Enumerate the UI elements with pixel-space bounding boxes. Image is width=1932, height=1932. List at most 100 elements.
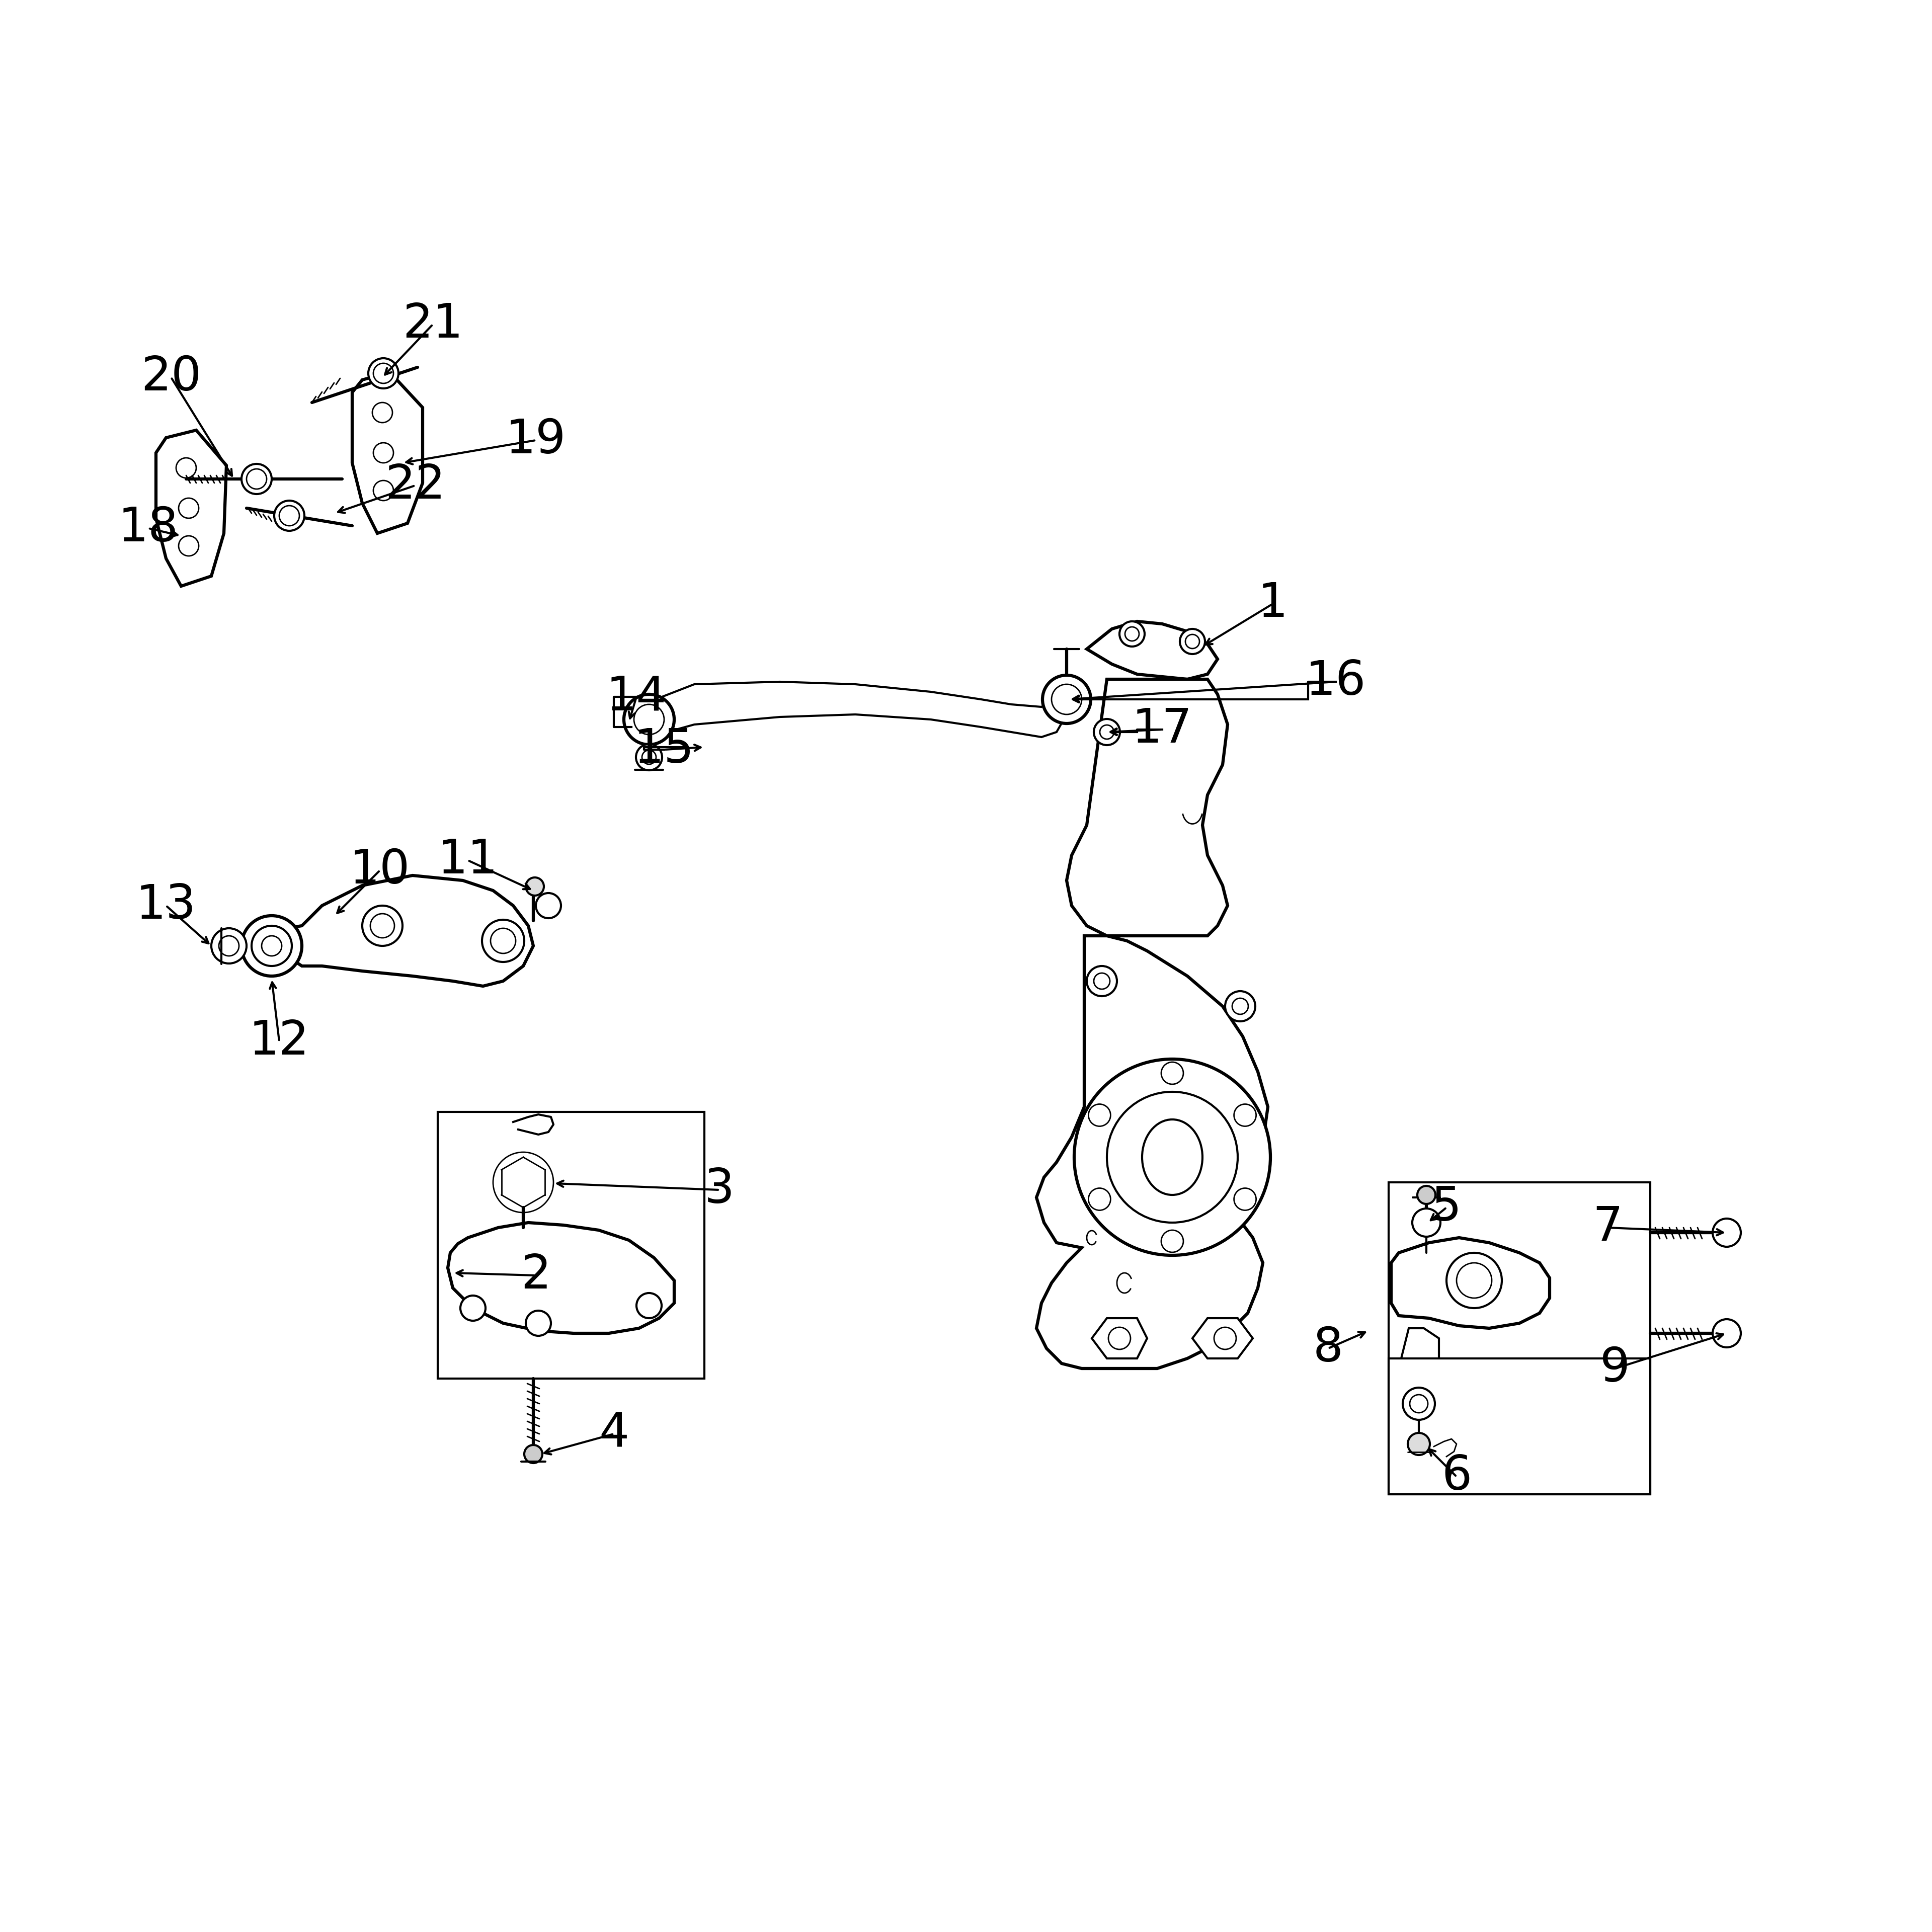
Circle shape: [1447, 1252, 1501, 1308]
Circle shape: [641, 750, 657, 765]
Polygon shape: [280, 875, 533, 985]
Circle shape: [1410, 1395, 1428, 1412]
Polygon shape: [1036, 935, 1267, 1368]
Circle shape: [251, 925, 292, 966]
Circle shape: [369, 357, 398, 388]
Circle shape: [247, 469, 267, 489]
Circle shape: [1107, 1092, 1238, 1223]
Circle shape: [493, 1151, 553, 1213]
Text: 21: 21: [402, 301, 464, 348]
Circle shape: [218, 935, 240, 956]
Circle shape: [1161, 1231, 1182, 1252]
Text: 19: 19: [506, 417, 566, 464]
Text: 5: 5: [1432, 1184, 1463, 1231]
Circle shape: [1418, 1186, 1435, 1204]
Circle shape: [373, 363, 394, 383]
Circle shape: [524, 1445, 543, 1463]
Circle shape: [242, 916, 301, 976]
Polygon shape: [156, 431, 226, 585]
Text: 4: 4: [599, 1410, 630, 1457]
Text: 3: 3: [705, 1167, 734, 1213]
Text: 2: 2: [522, 1252, 551, 1298]
Circle shape: [363, 906, 402, 947]
Polygon shape: [1401, 1329, 1439, 1399]
Circle shape: [1109, 1327, 1130, 1349]
Polygon shape: [1086, 622, 1217, 680]
Circle shape: [1094, 974, 1109, 989]
Polygon shape: [448, 1223, 674, 1333]
Circle shape: [636, 744, 663, 771]
Circle shape: [1119, 622, 1144, 647]
Text: 7: 7: [1592, 1204, 1623, 1250]
Circle shape: [1233, 999, 1248, 1014]
Bar: [1389, 1358, 1650, 1493]
Circle shape: [242, 464, 272, 495]
Circle shape: [1161, 1063, 1182, 1084]
Text: 13: 13: [135, 883, 197, 929]
Text: 8: 8: [1314, 1325, 1343, 1372]
Circle shape: [274, 500, 305, 531]
Circle shape: [373, 481, 394, 500]
Circle shape: [1186, 634, 1200, 649]
Polygon shape: [1092, 1318, 1148, 1358]
Circle shape: [373, 442, 394, 464]
Text: 22: 22: [384, 462, 446, 508]
Circle shape: [535, 893, 560, 918]
Bar: [439, 1113, 705, 1379]
Text: 16: 16: [1306, 659, 1366, 705]
Circle shape: [1403, 1387, 1435, 1420]
Circle shape: [526, 877, 545, 896]
Circle shape: [1180, 630, 1206, 655]
Circle shape: [491, 927, 516, 952]
Circle shape: [176, 458, 197, 477]
Circle shape: [280, 506, 299, 526]
Circle shape: [1408, 1434, 1430, 1455]
Text: 18: 18: [118, 504, 178, 551]
Text: 10: 10: [350, 848, 410, 893]
Circle shape: [1124, 626, 1140, 641]
Circle shape: [261, 935, 282, 956]
Text: 6: 6: [1441, 1453, 1472, 1499]
Circle shape: [1412, 1209, 1441, 1236]
Circle shape: [373, 402, 392, 423]
Text: 1: 1: [1258, 582, 1289, 626]
Text: 12: 12: [249, 1018, 309, 1065]
Circle shape: [1712, 1219, 1741, 1246]
Circle shape: [636, 1293, 661, 1318]
Circle shape: [1225, 991, 1256, 1022]
Circle shape: [1051, 684, 1082, 715]
Circle shape: [634, 705, 665, 734]
Circle shape: [1712, 1320, 1741, 1347]
Circle shape: [211, 927, 247, 964]
Circle shape: [1086, 966, 1117, 997]
Circle shape: [1457, 1264, 1492, 1298]
Circle shape: [1235, 1103, 1256, 1126]
Circle shape: [624, 694, 674, 744]
Circle shape: [1094, 719, 1121, 746]
Bar: [1389, 1182, 1650, 1493]
Circle shape: [498, 1157, 549, 1208]
Circle shape: [1213, 1327, 1236, 1349]
Polygon shape: [352, 373, 423, 533]
Text: 9: 9: [1600, 1345, 1631, 1391]
Text: 15: 15: [634, 726, 694, 773]
Polygon shape: [1192, 1318, 1252, 1358]
Text: 11: 11: [439, 837, 498, 883]
Circle shape: [481, 920, 524, 962]
Circle shape: [1088, 1103, 1111, 1126]
Circle shape: [371, 914, 394, 937]
Text: 17: 17: [1132, 707, 1192, 753]
Polygon shape: [1066, 680, 1227, 935]
Circle shape: [1099, 725, 1115, 740]
Circle shape: [460, 1296, 485, 1321]
Circle shape: [526, 1310, 551, 1335]
Polygon shape: [649, 682, 1066, 738]
Text: 20: 20: [141, 354, 201, 400]
Circle shape: [1088, 1188, 1111, 1209]
Circle shape: [178, 535, 199, 556]
Circle shape: [178, 498, 199, 518]
Circle shape: [1043, 674, 1092, 723]
Circle shape: [1074, 1059, 1271, 1256]
Text: 14: 14: [607, 674, 667, 721]
Circle shape: [504, 1165, 541, 1200]
